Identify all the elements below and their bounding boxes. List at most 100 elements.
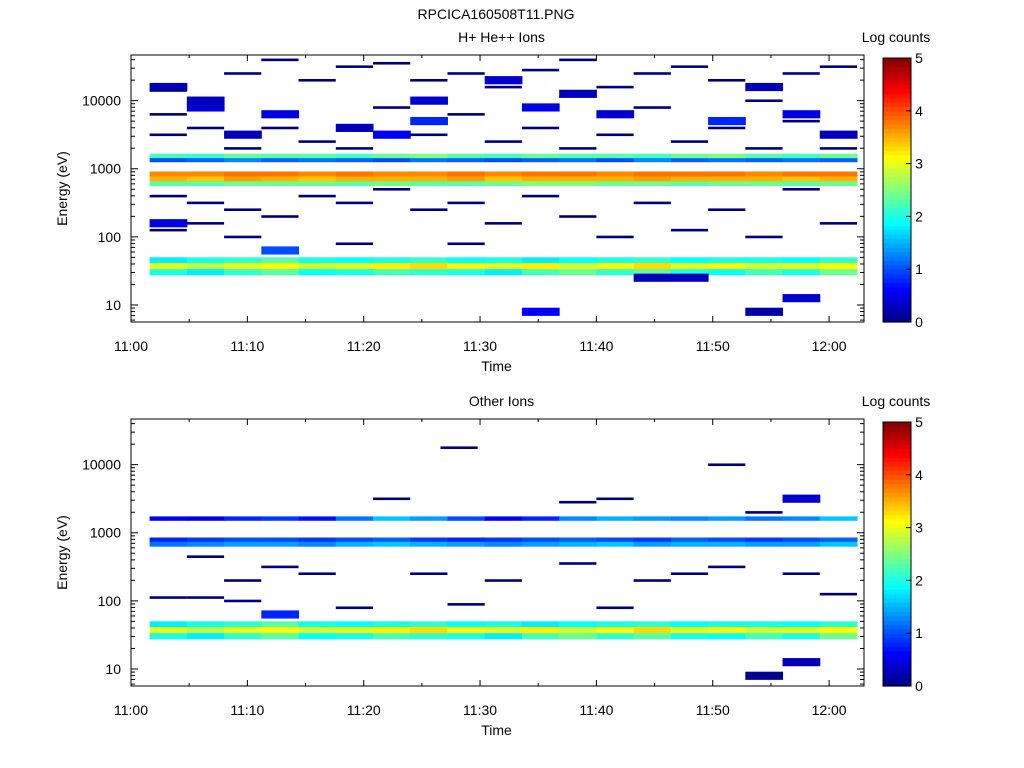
colorbar-segment [883,435,911,441]
heatmap-cell [670,140,709,143]
heatmap-cell [745,171,784,177]
colorbar-segment [883,426,911,432]
heatmap-cell [149,621,188,628]
colorbar-segment [883,650,911,656]
heatmap-cell [819,632,858,640]
colorbar-segment [883,75,911,81]
heatmap-cell [149,181,188,187]
heatmap-cell [410,268,448,276]
heatmap-cell [149,219,188,228]
heatmap-cell [708,541,746,547]
heatmap-cell [745,181,784,187]
heatmap-cell [670,65,709,68]
heatmap-cell [596,541,635,547]
heatmap-cell [224,208,262,212]
heatmap-cell [335,606,374,610]
x-tick-label: 11:30 [463,338,497,354]
heatmap-cell [335,181,374,187]
plot-frame [130,54,865,323]
heatmap-cell [261,537,300,542]
colorbar-segment [883,106,911,112]
heatmap-cell [410,171,448,177]
heatmap-cell [186,268,225,276]
heatmap-cell [670,621,709,628]
x-tick-label: 11:10 [230,702,264,718]
colorbar-segment [883,71,911,77]
heatmap-cell [484,579,522,582]
heatmap-cell [708,626,746,634]
heatmap-cell [484,176,523,182]
heatmap-cell [149,113,187,116]
heatmap-cell [782,157,821,163]
heatmap-cell [670,541,709,547]
x-tick-label: 11:00 [114,702,148,718]
heatmap-cell [373,130,411,139]
heatmap-cell [186,621,225,628]
colorbar-segment [883,168,911,173]
y-tick-label: 10000 [82,93,121,109]
colorbar-segment [883,80,911,85]
heatmap-cell [373,262,411,270]
heatmap-cell [484,140,522,143]
heatmap-cell [224,537,262,542]
heatmap-cell [745,257,784,264]
heatmap-cell [186,157,225,163]
heatmap-cell [782,494,821,503]
colorbar-segment [883,313,911,319]
heatmap-cell [670,273,709,282]
heatmap-cell [261,157,300,163]
heatmap-cell [186,181,225,187]
heatmap-cell [298,171,337,177]
heatmap-cell [559,181,597,187]
heatmap-cell [745,541,784,547]
heatmap-cell [373,621,411,628]
y-tick-label: 10 [105,297,121,313]
colorbar-segment [883,176,911,182]
colorbar-segment [883,212,911,217]
heatmap-cell [782,171,821,177]
colorbar-segment [883,624,911,630]
colorbar-segment [883,132,911,138]
heatmap-cell [782,632,821,640]
heatmap-cell [633,268,672,276]
colorbar-segment [883,501,911,507]
heatmap-cell [745,262,784,270]
colorbar-segment [883,128,911,134]
colorbar-segment [883,181,911,187]
x-tick-label: 11:40 [579,702,613,718]
heatmap-cell [596,537,635,542]
heatmap-cell [447,603,485,606]
heatmap-cell [373,268,411,276]
colorbar-segment [883,439,911,445]
colorbar-segment [883,536,911,542]
colorbar-segment [883,633,911,639]
colorbar-segment [883,124,911,129]
heatmap-cell [521,541,560,547]
heatmap-cell [782,268,821,276]
heatmap-cell [559,257,597,264]
heatmap-cell [745,307,784,316]
heatmap-cell [670,157,709,163]
colorbar-segment [883,492,911,498]
y-tick-label: 1000 [90,525,121,541]
heatmap-cell [410,621,448,628]
colorbar-segment [883,225,911,231]
heatmap-cell [633,632,672,640]
heatmap-cell [440,446,478,450]
heatmap-cell [484,268,523,276]
heatmap-cell [782,110,821,119]
colorbar-segment [883,430,911,436]
colorbar-segment [883,190,911,195]
heatmap-cell [782,187,820,191]
heatmap-cell [261,153,300,159]
colorbar-segment [883,282,911,288]
heatmap-cell [782,626,821,634]
colorbar-segment [883,278,911,283]
heatmap-cell [447,201,485,205]
heatmap-cell [559,215,597,218]
heatmap-cell [149,194,187,198]
colorbar-segment [883,234,911,239]
heatmap-cell [521,153,560,159]
x-tick-label: 11:40 [579,338,613,354]
